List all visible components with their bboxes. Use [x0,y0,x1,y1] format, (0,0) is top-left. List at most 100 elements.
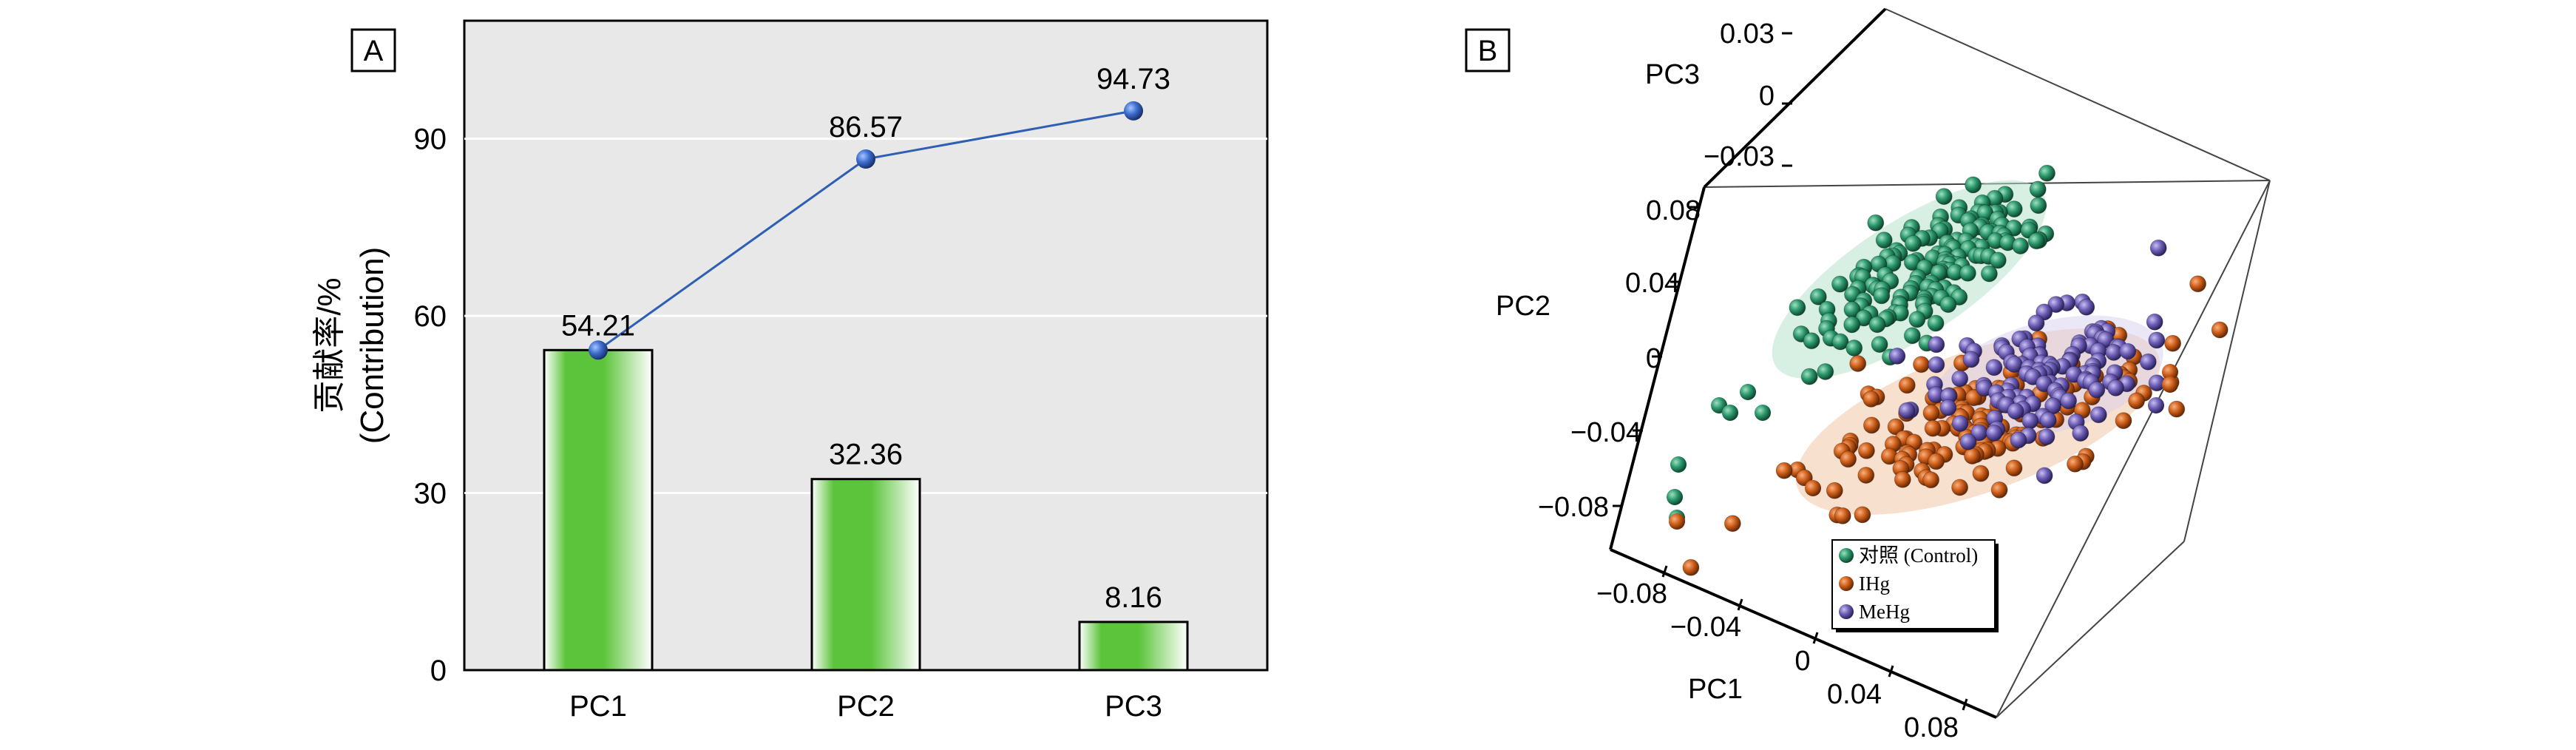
point-mehg [2039,411,2057,429]
point-ihg [1922,404,1940,422]
point-control [2030,197,2047,214]
point-ihg [1854,506,1871,524]
y-tick-label: −0.04 [1570,417,1641,448]
point-ihg [1894,470,1911,488]
point-control [1809,288,1827,305]
point-mehg [2148,331,2166,349]
point-ihg [1972,464,1990,482]
line-value-label: 86.57 [829,111,903,143]
y-axis-label-line2: (Contribution) [354,247,390,445]
bar-value-label: 32.36 [829,439,903,471]
legend-marker-control [1839,548,1854,563]
point-control [1904,234,1922,252]
box-frame-axes [1609,7,1997,719]
point-mehg [1985,359,2003,376]
panel-label-a-box [350,28,396,72]
point-ihg [2115,412,2132,430]
point-ihg [2162,376,2178,393]
point-ihg [1682,558,1700,576]
point-mehg [1951,370,1969,388]
point-control [1817,363,1834,380]
line-point-pc1 [589,340,608,360]
point-control [1875,232,1893,249]
point-control [1667,489,1683,505]
z-tick-labels: 0.03 0 −0.03 [1704,18,1775,172]
point-mehg [1939,399,1957,416]
point-ihg [2128,392,2146,410]
point-ihg [1951,479,1969,496]
point-ihg [1826,482,1843,499]
point-mehg [2078,298,2095,316]
point-mehg [2021,412,2039,430]
panel-label-a: A [364,35,384,67]
x-tick-label: PC1 [569,690,627,723]
point-ihg [1834,507,1851,524]
point-ihg [2189,275,2207,293]
point-control [1843,316,1861,334]
point-mehg [1898,402,1916,419]
panel-label-b-box [1465,28,1511,72]
point-mehg [2088,381,2106,399]
scatter-points [1667,164,2228,576]
y-tick-label: 0.08 [1646,195,1701,226]
point-control [1959,264,1976,282]
point-control [2029,180,2047,198]
point-mehg [2038,428,2055,445]
point-control [1800,368,1818,385]
legend-marker-mehg [1839,604,1854,619]
z-tick-label: −0.03 [1704,141,1775,172]
point-mehg [2007,402,2024,420]
point-mehg [1951,415,1969,432]
point-ihg [1849,355,1867,372]
point-control [2027,232,2045,250]
point-mehg [2105,343,2123,361]
cumulative-line [589,101,1143,360]
point-control [1789,299,1806,317]
point-mehg [2036,467,2053,484]
point-ihg [2067,455,2084,473]
y-tick-labels: 0 30 60 90 [414,124,447,687]
point-ihg [1805,480,1821,496]
point-mehg [2148,397,2164,413]
y-tick-label: 0.04 [1625,268,1680,299]
point-ihg [1857,467,1875,484]
point-control [2012,237,2030,254]
x-tick-label: 0.08 [1904,712,1959,743]
point-control [2038,164,2055,182]
point-control [1903,327,1921,345]
point-mehg [2047,296,2065,314]
line-point-pc2 [856,149,875,169]
point-mehg [1888,347,1906,365]
point-control [1722,405,1738,421]
y-tick-label: 30 [414,478,447,510]
point-ihg [1857,442,1875,459]
point-control [1740,384,1756,400]
bar-pc1 [543,348,654,672]
y-tick-labels-3d: 0.08 0.04 0 −0.04 −0.08 [1538,195,1701,523]
point-control [1845,339,1863,357]
x-tick-label: 0.04 [1827,679,1882,710]
y-axis-title: PC2 [1496,291,1550,322]
point-control [1755,405,1771,421]
panel-label-b: B [1478,35,1498,67]
x-tick-labels: PC1 PC2 PC3 [569,690,1162,723]
point-mehg [1959,433,1977,450]
point-ihg [2162,364,2178,380]
bar-value-label: 54.21 [561,309,635,342]
point-control [1670,456,1687,473]
point-mehg [1928,336,1945,354]
point-mehg [2010,431,2027,449]
point-ihg [1862,416,1880,434]
point-ihg [1924,419,1942,437]
panel-b: B [1465,7,2271,743]
line-value-label: 94.73 [1097,63,1170,95]
point-ihg [1862,390,1880,408]
data-labels: 54.21 32.36 8.16 86.57 94.73 [561,63,1170,614]
point-mehg [2139,353,2157,371]
point-control [1831,333,1849,351]
point-control [1935,188,1953,206]
point-ihg [1840,450,1857,468]
point-control [1867,214,1885,232]
point-control [1989,251,2007,269]
point-ihg [1887,418,1905,436]
